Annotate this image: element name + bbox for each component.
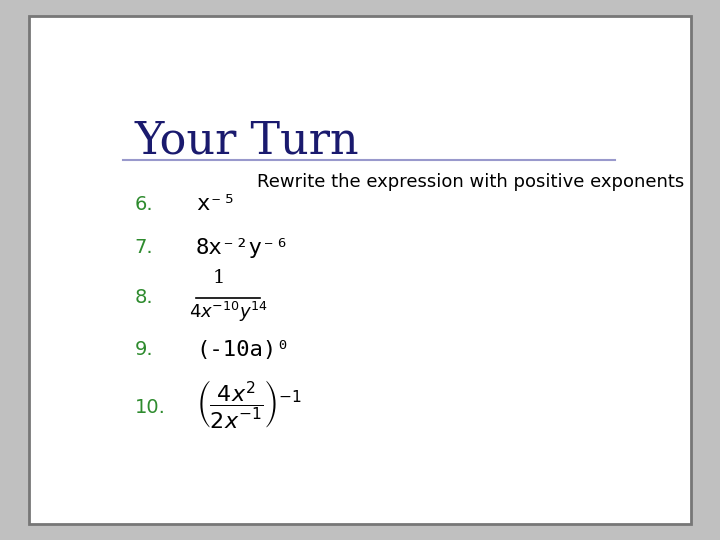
Text: 7.: 7.: [135, 238, 153, 257]
Text: Your Turn: Your Turn: [135, 119, 359, 162]
Text: 6.: 6.: [135, 194, 153, 214]
Text: 8.: 8.: [135, 288, 153, 307]
Text: $\left(\dfrac{4x^{2}}{2x^{-1}}\right)^{-1}$: $\left(\dfrac{4x^{2}}{2x^{-1}}\right)^{-…: [196, 377, 302, 430]
Text: $4x^{-10}y^{14}$: $4x^{-10}y^{14}$: [189, 300, 268, 324]
Text: 8x⁻²y⁻⁶: 8x⁻²y⁻⁶: [196, 238, 289, 258]
Text: (-10a)⁰: (-10a)⁰: [196, 340, 289, 360]
Text: 9.: 9.: [135, 340, 153, 359]
Text: Rewrite the expression with positive exponents: Rewrite the expression with positive exp…: [258, 173, 685, 191]
Text: 10.: 10.: [135, 399, 166, 417]
Text: x⁻⁵: x⁻⁵: [196, 194, 236, 214]
Text: 1: 1: [212, 269, 225, 287]
